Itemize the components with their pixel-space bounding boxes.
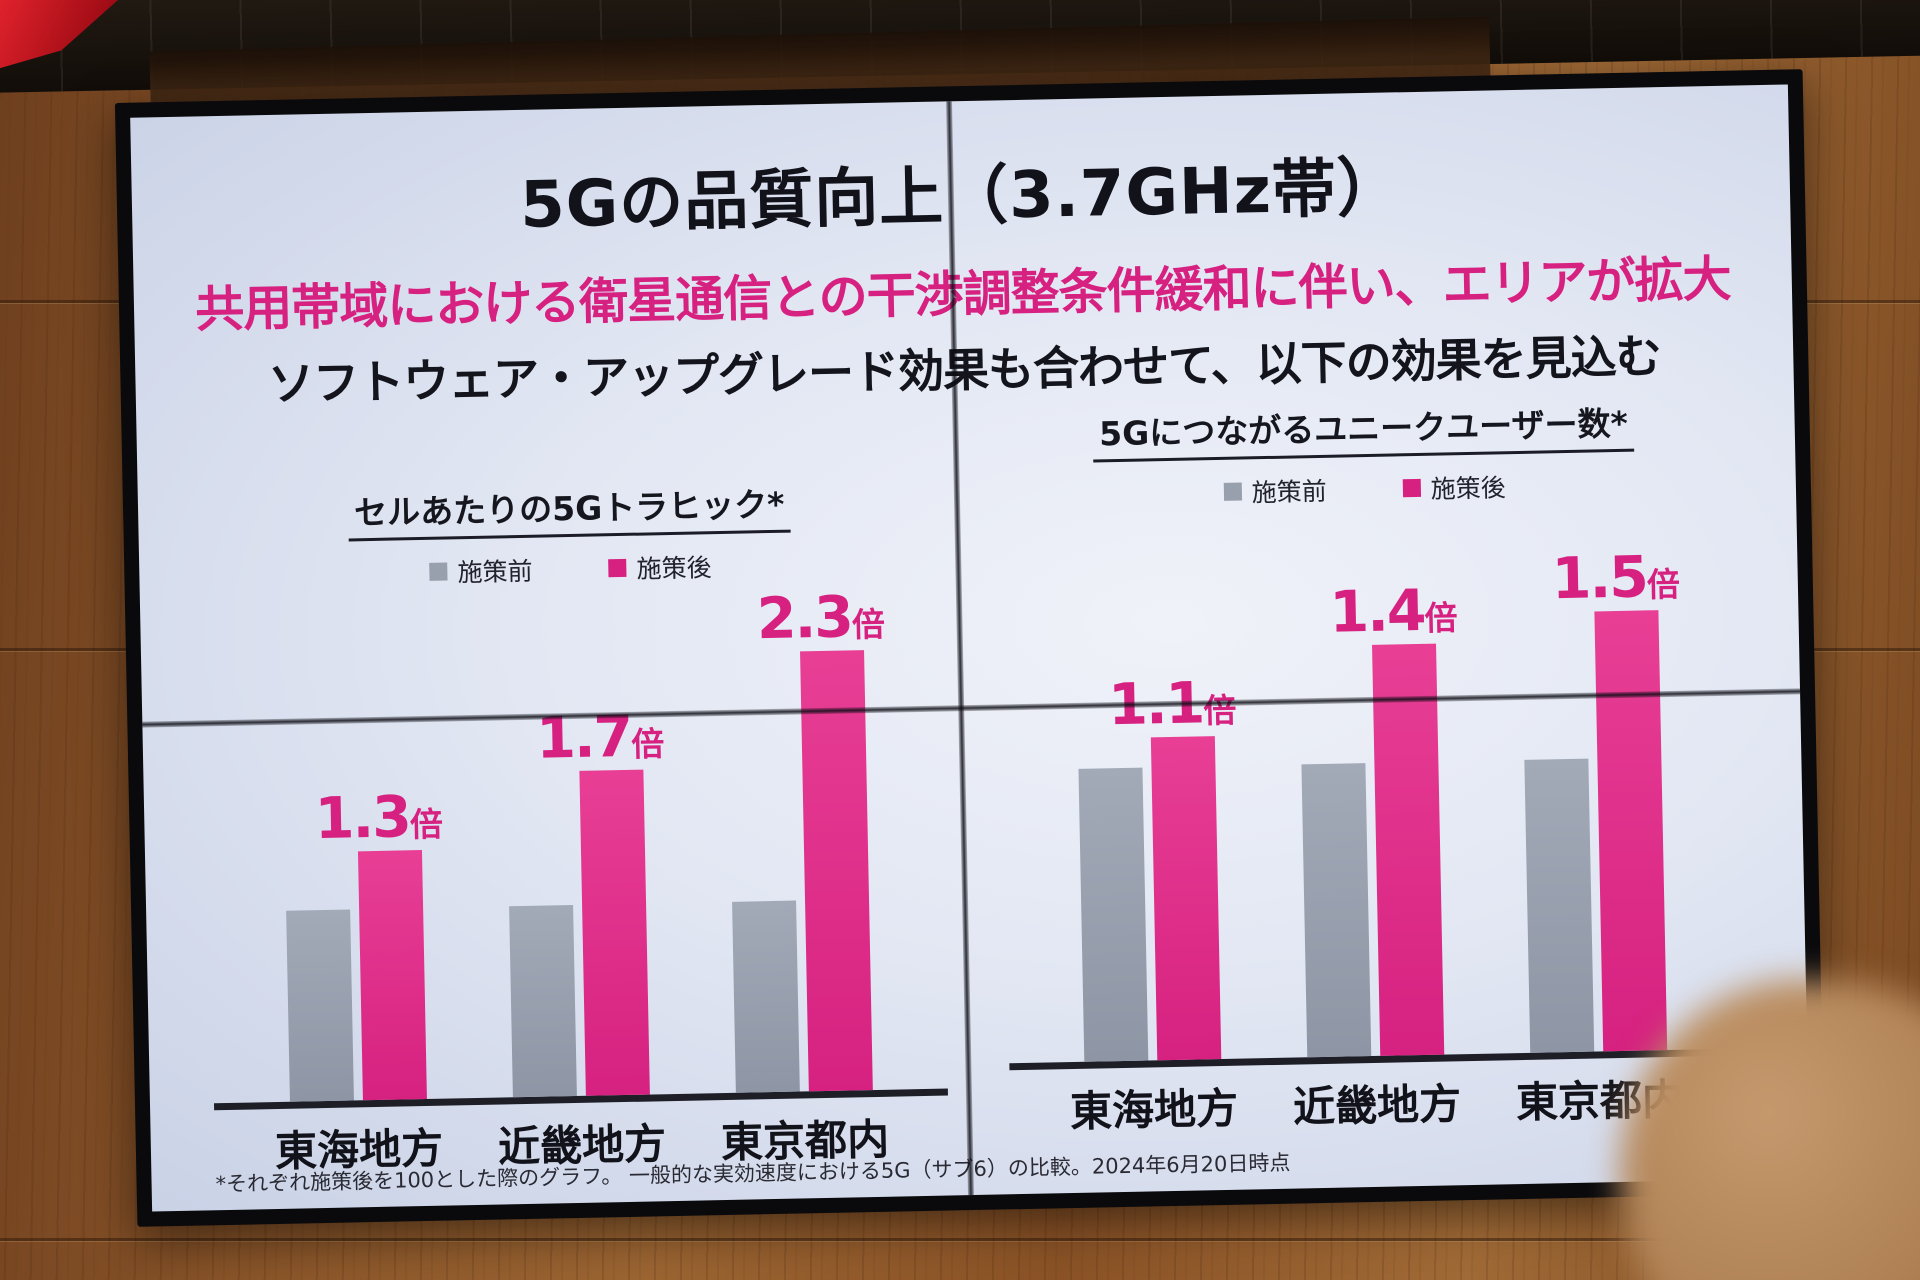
chart-head: 5Gにつながるユニークユーザー数* 施策前 施策後 [996, 395, 1732, 515]
multiplier-unit: 倍 [1424, 598, 1458, 638]
bar-after: 1.3倍 [314, 784, 443, 1101]
multiplier-unit: 倍 [1202, 690, 1237, 731]
legend-label: 施策後 [1430, 473, 1506, 504]
multiplier-unit: 倍 [409, 804, 444, 845]
legend-swatch-icon [1223, 482, 1242, 501]
legend-item: 施策後 [1402, 468, 1506, 506]
charts-row: セルあたりの5Gトラヒック* 施策前 施策後 1.3倍 東海地方 1.7倍 近畿地方 2.… [192, 395, 1753, 1195]
multiplier-value: 1.4 [1328, 577, 1426, 646]
chart-title: セルあたりの5Gトラヒック* [347, 477, 791, 542]
bar-after: 1.5倍 [1551, 544, 1680, 1052]
legend-swatch-icon [429, 562, 448, 581]
legend-label: 施策前 [457, 556, 533, 588]
bar-multiplier-label: 2.3倍 [756, 584, 886, 652]
chart-title: 5Gにつながるユニークユーザー数* [1092, 396, 1635, 463]
multiplier-value: 2.3 [756, 584, 853, 653]
category-label: 近畿地方 [1292, 1079, 1462, 1132]
bar-after: 1.4倍 [1329, 578, 1458, 1056]
bar-group: 1.1倍東海地方 [1070, 670, 1239, 1136]
bar-group: 1.3倍 東海地方 [275, 784, 444, 1176]
bar-after: 1.1倍 [1108, 670, 1237, 1061]
slide-title: 5Gの品質向上（3.7GHz帯） [519, 151, 1403, 243]
legend-label: 施策前 [1251, 476, 1328, 508]
multiplier-unit: 倍 [630, 724, 665, 764]
multiplier-value: 1.3 [314, 784, 411, 853]
multiplier-unit: 倍 [1646, 564, 1681, 605]
bar-before [1301, 763, 1372, 1058]
bar-before [1078, 767, 1149, 1062]
bar-before [731, 900, 800, 1093]
wood-panel-groove [0, 1238, 1920, 1241]
bar-group: 2.3倍 東京都内 [721, 584, 890, 1167]
bar-multiplier-label: 1.3倍 [314, 784, 444, 852]
bar-group: 1.4倍近畿地方 [1293, 578, 1462, 1132]
chart-plot: 1.3倍 東海地方 1.7倍 近畿地方 2.3倍 東京都内 [204, 584, 949, 1176]
bar-multiplier-label: 1.5倍 [1551, 544, 1681, 612]
bar-after: 1.7倍 [536, 704, 665, 1096]
chart-5g-traffic: セルあたりの5Gトラヒック* 施策前 施策後 1.3倍 東海地方 1.7倍 近畿地方 2.… [200, 411, 950, 1195]
bar-after: 2.3倍 [756, 584, 885, 1092]
legend-label: 施策後 [636, 553, 712, 584]
presentation-slide: 5Gの品質向上（3.7GHz帯） 共用帯域における衛星通信との干渉調整条件緩和に… [130, 84, 1810, 1212]
bar-multiplier-label: 1.4倍 [1329, 578, 1458, 646]
bar-group: 1.5倍 東京都内 [1516, 544, 1685, 1127]
chart-legend: 施策前 施策後 [997, 464, 1732, 515]
category-label: 東海地方 [1069, 1083, 1239, 1137]
multiplier-value: 1.5 [1551, 544, 1648, 613]
bar-before [1524, 758, 1595, 1053]
bar-before [508, 905, 577, 1098]
bar-group: 1.7倍 近畿地方 [498, 704, 667, 1172]
legend-swatch-icon [1402, 478, 1421, 498]
legend-item: 施策前 [1223, 472, 1327, 510]
bar-before [285, 909, 354, 1102]
legend-item: 施策前 [429, 552, 533, 590]
chart-head: セルあたりの5Gトラヒック* 施策前 施策後 [200, 411, 938, 595]
video-wall-screen: 5Gの品質向上（3.7GHz帯） 共用帯域における衛星通信との干渉調整条件緩和に… [114, 69, 1826, 1227]
legend-item: 施策後 [608, 548, 712, 586]
legend-swatch-icon [608, 558, 627, 578]
multiplier-unit: 倍 [851, 604, 886, 645]
